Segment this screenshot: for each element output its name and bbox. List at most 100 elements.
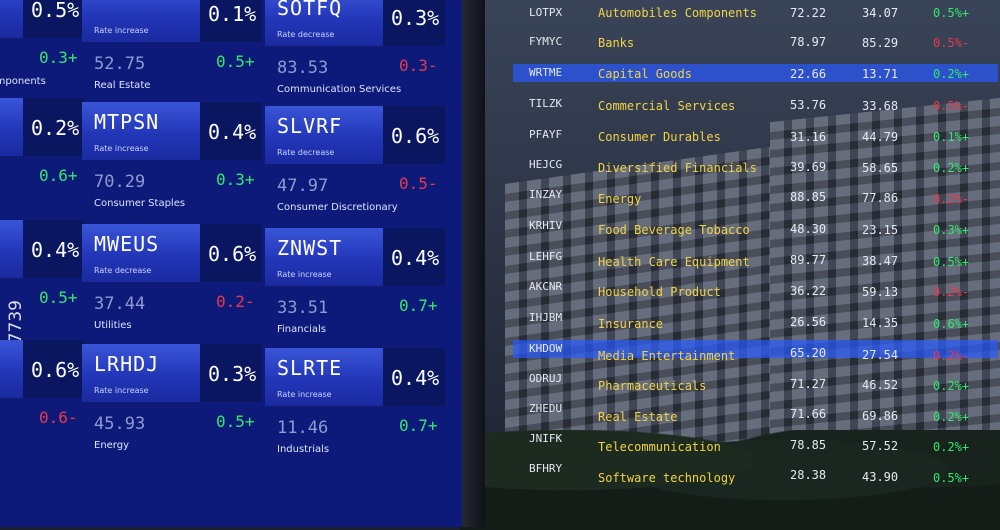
table-row: LEHFG Health Care Equipment 89.77 38.47 0.5%…: [0, 250, 1000, 269]
ticker-price: 33.51: [277, 298, 329, 318]
ticker-pct-box: [383, 348, 445, 406]
ticker-price: 45.93: [94, 414, 146, 434]
row-value-close: 34.07: [862, 6, 899, 20]
table-row: HEJCG Diversified Financials 39.69 58.65 0.2…: [0, 158, 1000, 176]
table-row: IHJBM Insurance 26.56 14.35 0.6%+: [0, 311, 1000, 331]
ticker-pct-box: [200, 102, 262, 160]
row-change: 0.1%+: [933, 130, 970, 145]
row-symbol: ZHEDU: [529, 402, 563, 415]
ticker-percent: 0.6%: [31, 358, 80, 382]
ticker-sector: Utilities: [94, 320, 132, 331]
row-value-open: 26.56: [790, 315, 827, 329]
row-symbol: ODRUJ: [529, 372, 563, 385]
ticker-pct-box: [383, 106, 445, 164]
ticker-tile: [0, 220, 23, 279]
ticker-rate-label: Rate increase: [94, 144, 149, 153]
ticker-rate-label: Rate increase: [277, 390, 332, 399]
ticker-pct-box: [23, 98, 85, 156]
ticker-sector: Communication Services: [277, 84, 402, 95]
row-value-close: 58.65: [862, 160, 899, 175]
ticker-change: 0.3+: [39, 48, 78, 67]
ticker-pct-box: [200, 0, 262, 42]
row-value-open: 71.66: [790, 407, 827, 422]
table-row: FYMYC Banks 78.97 85.29 0.5%-: [0, 35, 1000, 53]
row-value-open: 53.76: [790, 98, 827, 113]
ticker-percent: 0.4%: [208, 120, 257, 144]
row-value-open: 88.85: [790, 190, 827, 205]
row-change: 0.5%+: [933, 6, 970, 20]
row-sector: Household Product: [598, 285, 721, 300]
row-change: 0.2%-: [933, 191, 970, 206]
ticker-sector: Automobiles Components: [0, 76, 46, 87]
ticker-sector: Energy: [94, 440, 130, 451]
row-change: 0.3%+: [933, 223, 970, 238]
row-symbol: BFHRY: [529, 462, 563, 475]
row-value-close: 27.54: [862, 347, 899, 362]
ticker-pct-box: [23, 340, 85, 398]
ticker-price: 11.46: [277, 418, 329, 438]
row-symbol: AKCNR: [529, 280, 563, 293]
row-change: 0.5%+: [933, 254, 970, 269]
ticker-percent: 0.1%: [208, 2, 257, 26]
ticker-symbol: MWEUS: [94, 232, 160, 256]
ticker-tile: [265, 106, 383, 165]
table-row: TILZK Commercial Services 53.76 33.68 0.5%-: [0, 97, 1000, 115]
row-value-open: 65.20: [790, 346, 827, 361]
row-symbol: IHJBM: [529, 311, 563, 324]
ticker-symbol: MTPSN: [94, 110, 160, 134]
ticker-symbol: SOTFQ: [277, 0, 343, 20]
row-highlight: [513, 64, 998, 82]
ticker-percent: 0.4%: [391, 366, 440, 390]
ticker-rate-label: Rate increase: [94, 26, 149, 35]
row-sector: Real Estate: [598, 409, 678, 424]
table-row: AKCNR Household Product 36.22 59.13 0.2%-: [0, 280, 1000, 300]
row-sector: Banks: [598, 35, 635, 50]
ticker-pct-box: [383, 0, 445, 46]
row-value-close: 57.52: [862, 439, 899, 453]
ticker-symbol: SLVRF: [277, 114, 343, 138]
ticker-percent: 0.6%: [208, 242, 257, 266]
row-symbol: PFAYF: [529, 128, 563, 141]
row-sector: Health Care Equipment: [598, 254, 750, 269]
row-symbol: HEJCG: [529, 158, 563, 171]
row-value-close: 59.13: [862, 284, 899, 299]
row-change: 0.2%+: [933, 379, 970, 394]
table-row: ZHEDU Real Estate 71.66 69.86 0.2%+: [0, 402, 1000, 424]
ticker-pct-box: [200, 344, 262, 402]
ticker-tile: [265, 228, 383, 287]
row-sector: Commercial Services: [598, 98, 736, 113]
row-change: 0.5%+: [933, 471, 970, 485]
row-value-close: 46.52: [862, 378, 899, 392]
row-value-open: 72.22: [790, 6, 827, 20]
row-symbol: LOTPX: [529, 6, 563, 19]
row-change: 0.2%+: [933, 409, 970, 424]
table-row: BFHRY Software technology 28.38 43.90 0.5%+: [0, 462, 1000, 485]
row-value-close: 23.15: [862, 222, 899, 237]
row-value-close: 85.29: [862, 35, 899, 50]
row-change: 0.2%-: [933, 348, 970, 363]
ticker-symbol: LRHDJ: [94, 352, 160, 376]
row-value-open: 89.77: [790, 253, 827, 268]
ticker-percent: 0.4%: [391, 246, 440, 270]
row-change: 0.6%+: [933, 317, 970, 331]
ticker-change: 0.5+: [39, 288, 78, 307]
table-row: INZAY Energy 88.85 77.86 0.2%-: [0, 188, 1000, 206]
row-sector: Automobiles Components: [598, 6, 757, 20]
ticker-price: 52.75: [94, 54, 146, 74]
tree-line: [460, 430, 1000, 530]
row-sector: Software technology: [598, 471, 736, 485]
row-value-open: 36.22: [790, 283, 827, 298]
row-sector: Diversified Financials: [598, 161, 757, 175]
row-sector: Food Beverage Tobacco: [598, 223, 750, 238]
row-change: 0.2%+: [933, 67, 970, 82]
row-value-close: 33.68: [862, 98, 899, 113]
row-sector: Telecommunication: [598, 440, 721, 455]
row-symbol: INZAY: [529, 188, 563, 201]
ticker-change: 0.2-: [216, 292, 255, 311]
row-value-close: 43.90: [862, 469, 899, 484]
ticker-tile: [265, 0, 383, 47]
ticker-pct-box: [23, 220, 85, 278]
ticker-tile: [82, 102, 200, 161]
row-sector: Energy: [598, 191, 642, 206]
ticker-tile: [82, 344, 200, 403]
